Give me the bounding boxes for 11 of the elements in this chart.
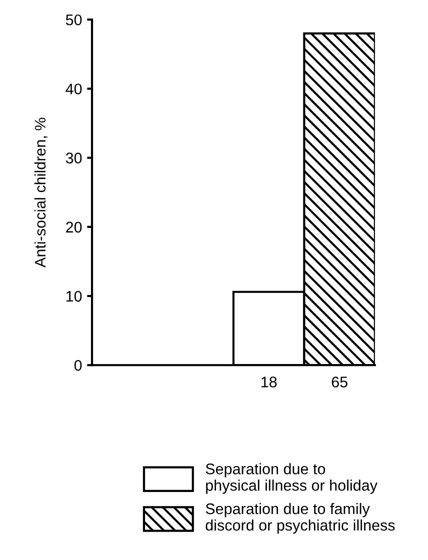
x-tick-label: 18 (262, 376, 277, 388)
y-tick-label: 30 (66, 152, 82, 164)
y-tick-label: 20 (66, 222, 82, 233)
y-tick-label: 40 (66, 84, 82, 94)
legend-label: Separation due to family discord or psychiatric illness (206, 502, 395, 534)
y-axis-title: Anti-social children, % (34, 118, 48, 268)
x-tick-label: 65 (332, 376, 348, 388)
y-tick-label: 50 (66, 14, 82, 26)
legend-label: Separation due to physical illness or holiday (206, 463, 378, 494)
y-tick-label: 10 (66, 290, 82, 302)
y-tick-label: 0 (74, 360, 82, 371)
